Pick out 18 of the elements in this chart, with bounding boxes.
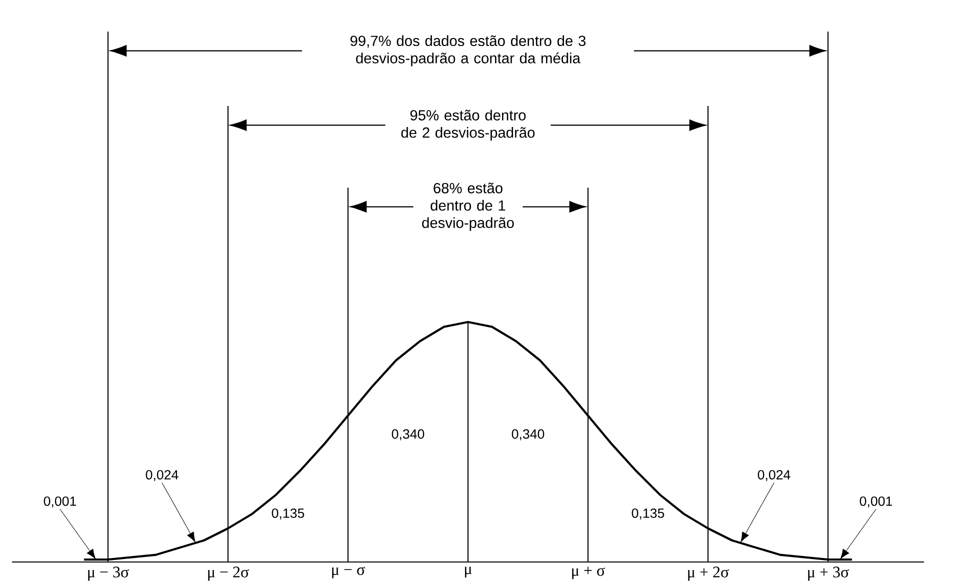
x-tick-label: μ − 3σ bbox=[88, 566, 129, 581]
x-tick-label: μ + σ bbox=[572, 566, 605, 580]
annotation: 0,001 bbox=[44, 496, 76, 508]
text: 68% estão dentro de 1 desvio-padrão bbox=[422, 182, 514, 231]
annotation: 0,001 bbox=[860, 496, 892, 508]
annotation: 0,024 bbox=[146, 470, 178, 482]
x-tick-label: μ + 3σ bbox=[808, 566, 849, 581]
annotation: 0,135 bbox=[272, 508, 304, 520]
x-tick-label: μ − σ bbox=[332, 566, 365, 578]
x-tick-label: μ − 2σ bbox=[208, 566, 249, 581]
annotation: 0,024 bbox=[758, 470, 790, 482]
annotation: 0,135 bbox=[632, 508, 664, 520]
x-tick-label: μ bbox=[465, 566, 472, 578]
annotation: 0,340 bbox=[392, 429, 424, 440]
x-tick-label: μ + 2σ bbox=[688, 566, 729, 581]
text: 95% estão dentro de 2 desvios-padrão bbox=[401, 110, 535, 141]
text: 99,7% dos dados estão dentro de 3 desvios-padrão a contar da média bbox=[350, 35, 586, 66]
annotation: 0,340 bbox=[512, 429, 544, 440]
